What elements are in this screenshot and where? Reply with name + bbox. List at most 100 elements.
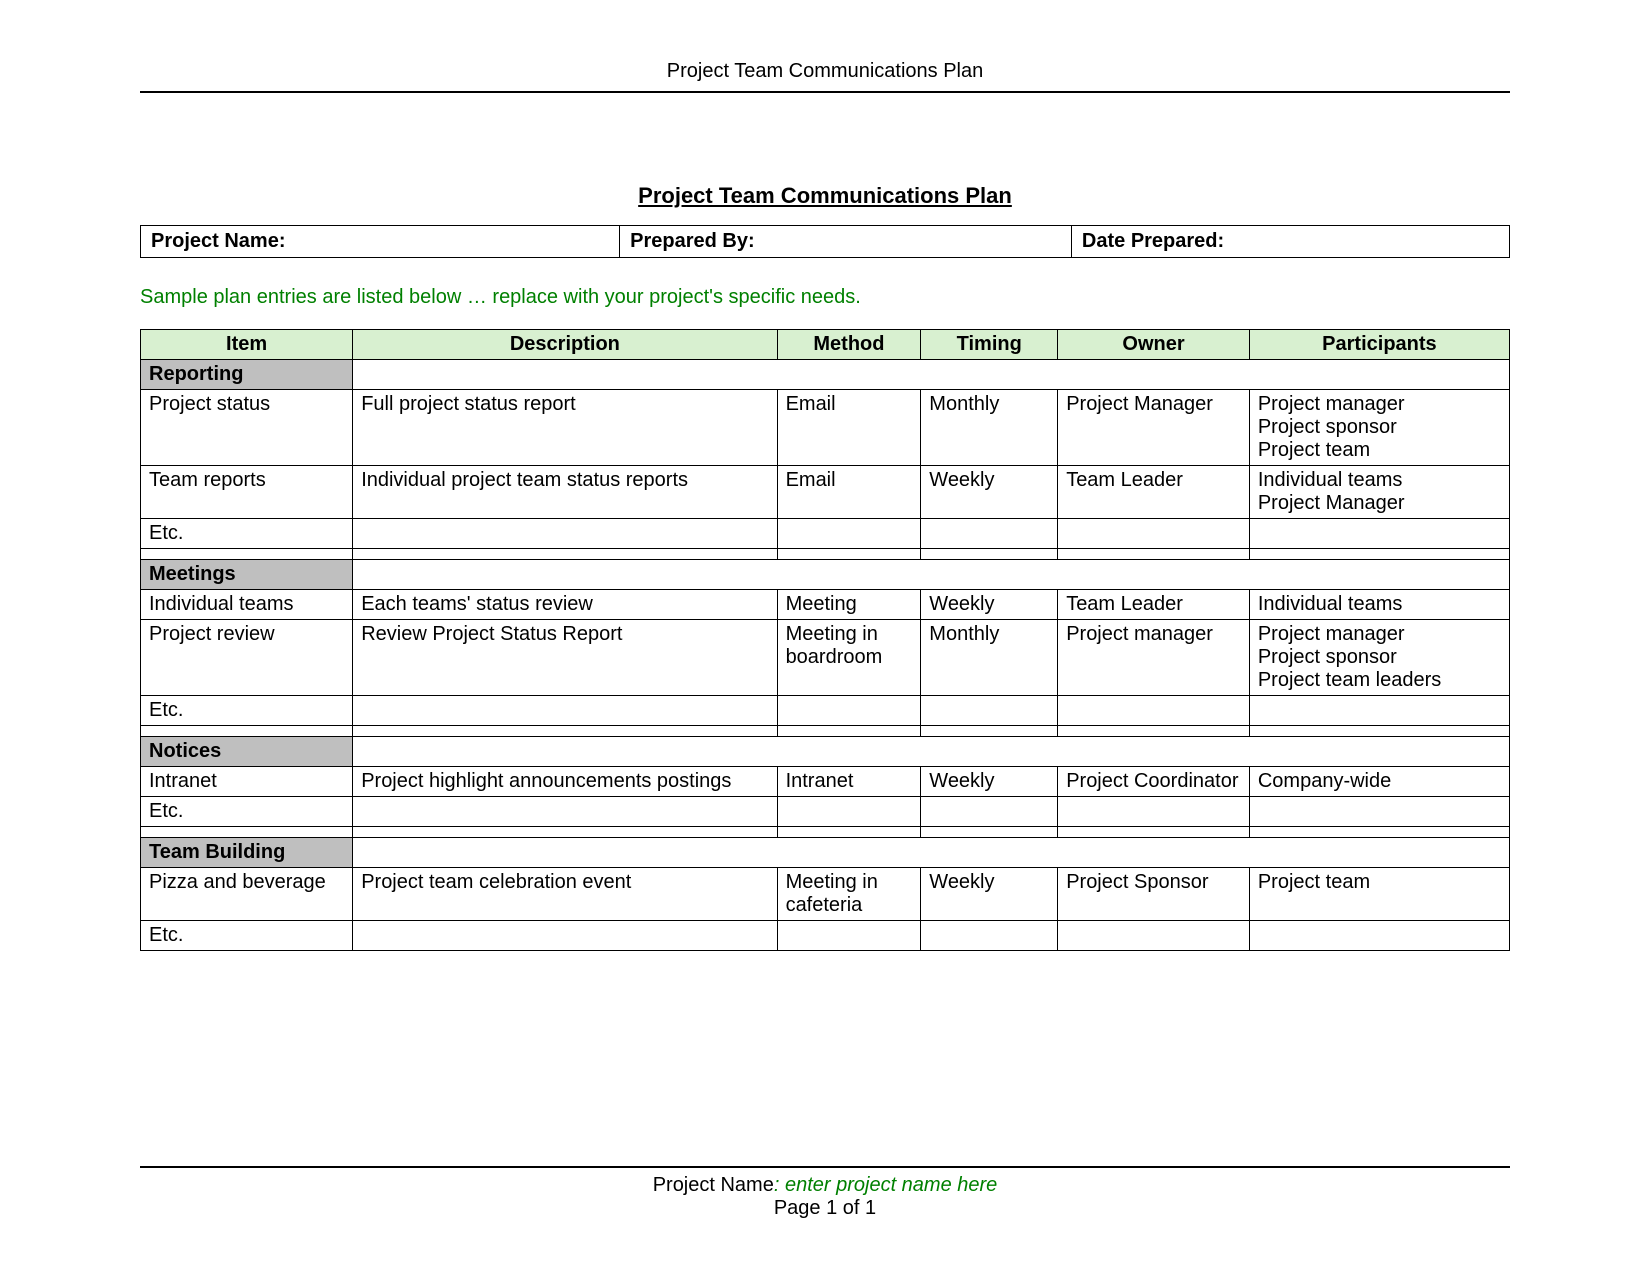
cell-owner: Project Sponsor: [1058, 868, 1250, 921]
column-header: Item: [141, 330, 353, 360]
section-rest: [353, 560, 1510, 590]
hint-text: Sample plan entries are listed below … r…: [140, 286, 1510, 309]
cell-owner: Project Coordinator: [1058, 767, 1250, 797]
cell-timing: [921, 797, 1058, 827]
cell-method: Email: [777, 390, 921, 466]
main-title: Project Team Communications Plan: [140, 183, 1510, 209]
cell-description: Project team celebration event: [353, 868, 777, 921]
cell-method: Email: [777, 466, 921, 519]
cell-description: Each teams' status review: [353, 590, 777, 620]
cell-item: Etc.: [141, 797, 353, 827]
cell-description: [353, 696, 777, 726]
section-rest: [353, 737, 1510, 767]
date-prepared-label: Date Prepared:: [1071, 226, 1509, 258]
table-row: Etc.: [141, 921, 1510, 951]
cell-owner: [1058, 797, 1250, 827]
cell-method: Meeting in cafeteria: [777, 868, 921, 921]
section-label: Team Building: [141, 838, 353, 868]
cell-item: Individual teams: [141, 590, 353, 620]
cell-owner: [1058, 696, 1250, 726]
table-row: IntranetProject highlight announcements …: [141, 767, 1510, 797]
cell-owner: Team Leader: [1058, 466, 1250, 519]
column-header: Owner: [1058, 330, 1250, 360]
cell-owner: Team Leader: [1058, 590, 1250, 620]
cell-timing: [921, 519, 1058, 549]
table-row: Project statusFull project status report…: [141, 390, 1510, 466]
section-label: Notices: [141, 737, 353, 767]
section-label: Reporting: [141, 360, 353, 390]
cell-item: Project status: [141, 390, 353, 466]
table-row: Team reportsIndividual project team stat…: [141, 466, 1510, 519]
table-header-row: ItemDescriptionMethodTimingOwnerParticip…: [141, 330, 1510, 360]
table-row: Project reviewReview Project Status Repo…: [141, 620, 1510, 696]
cell-timing: Weekly: [921, 590, 1058, 620]
footer-project-placeholder: : enter project name here: [774, 1174, 997, 1196]
cell-timing: [921, 921, 1058, 951]
cell-owner: Project manager: [1058, 620, 1250, 696]
cell-participants: Company-wide: [1249, 767, 1509, 797]
cell-method: Meeting: [777, 590, 921, 620]
cell-item: Team reports: [141, 466, 353, 519]
prepared-by-label: Prepared By:: [620, 226, 1072, 258]
cell-participants: Project manager Project sponsor Project …: [1249, 390, 1509, 466]
table-row: Etc.: [141, 797, 1510, 827]
cell-timing: [921, 696, 1058, 726]
cell-method: [777, 797, 921, 827]
cell-method: [777, 519, 921, 549]
table-row: Pizza and beverageProject team celebrati…: [141, 868, 1510, 921]
cell-method: [777, 921, 921, 951]
table-row: Etc.: [141, 696, 1510, 726]
cell-timing: Weekly: [921, 868, 1058, 921]
cell-item: Intranet: [141, 767, 353, 797]
column-header: Participants: [1249, 330, 1509, 360]
cell-participants: Project manager Project sponsor Project …: [1249, 620, 1509, 696]
section-row: Notices: [141, 737, 1510, 767]
table-row: Individual teamsEach teams' status revie…: [141, 590, 1510, 620]
cell-timing: Monthly: [921, 620, 1058, 696]
column-header: Description: [353, 330, 777, 360]
cell-timing: Monthly: [921, 390, 1058, 466]
cell-owner: Project Manager: [1058, 390, 1250, 466]
cell-item: Project review: [141, 620, 353, 696]
cell-participants: [1249, 797, 1509, 827]
section-rest: [353, 360, 1510, 390]
spacer-row: [141, 549, 1510, 560]
section-label: Meetings: [141, 560, 353, 590]
cell-method: [777, 696, 921, 726]
cell-participants: Project team: [1249, 868, 1509, 921]
plan-table: ItemDescriptionMethodTimingOwnerParticip…: [140, 329, 1510, 951]
section-rest: [353, 838, 1510, 868]
cell-method: Intranet: [777, 767, 921, 797]
cell-participants: Individual teams: [1249, 590, 1509, 620]
table-row: Etc.: [141, 519, 1510, 549]
cell-description: [353, 921, 777, 951]
section-row: Reporting: [141, 360, 1510, 390]
cell-item: Etc.: [141, 696, 353, 726]
footer-project-label: Project Name: [653, 1174, 774, 1196]
page-top-header: Project Team Communications Plan: [140, 60, 1510, 93]
cell-description: Review Project Status Report: [353, 620, 777, 696]
spacer-row: [141, 726, 1510, 737]
cell-participants: Individual teams Project Manager: [1249, 466, 1509, 519]
project-name-label: Project Name:: [141, 226, 620, 258]
meta-table: Project Name: Prepared By: Date Prepared…: [140, 225, 1510, 258]
column-header: Timing: [921, 330, 1058, 360]
cell-owner: [1058, 921, 1250, 951]
cell-participants: [1249, 696, 1509, 726]
cell-description: Individual project team status reports: [353, 466, 777, 519]
cell-timing: Weekly: [921, 466, 1058, 519]
cell-participants: [1249, 921, 1509, 951]
page-footer: Project Name: enter project name here Pa…: [140, 1166, 1510, 1220]
page: Project Team Communications Plan Project…: [0, 0, 1650, 1275]
cell-item: Etc.: [141, 519, 353, 549]
cell-item: Pizza and beverage: [141, 868, 353, 921]
cell-timing: Weekly: [921, 767, 1058, 797]
cell-description: Full project status report: [353, 390, 777, 466]
section-row: Meetings: [141, 560, 1510, 590]
cell-item: Etc.: [141, 921, 353, 951]
cell-description: Project highlight announcements postings: [353, 767, 777, 797]
cell-description: [353, 519, 777, 549]
cell-participants: [1249, 519, 1509, 549]
cell-description: [353, 797, 777, 827]
section-row: Team Building: [141, 838, 1510, 868]
